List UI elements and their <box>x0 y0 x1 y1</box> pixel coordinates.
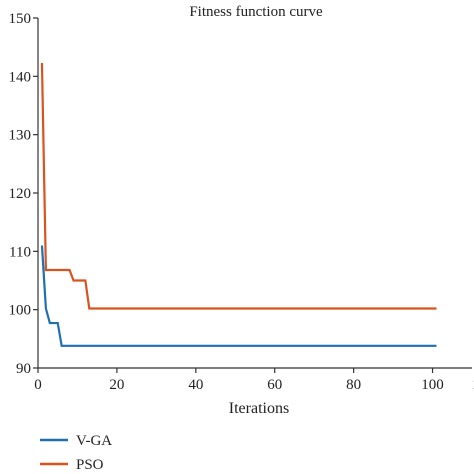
legend-label: V-GA <box>76 433 112 449</box>
legend-label: PSO <box>76 457 104 473</box>
x-tick-label: 0 <box>34 377 42 393</box>
legend: V-GA PSO <box>40 433 112 473</box>
y-tick-label: 120 <box>9 186 32 202</box>
x-tick-label: 20 <box>109 377 124 393</box>
series-line-v-ga <box>40 245 437 347</box>
y-tick-label: 150 <box>9 11 32 27</box>
x-tick-label: 60 <box>267 377 282 393</box>
y-tick-label: 100 <box>9 303 32 319</box>
plot-area: 90 100 110 120 130 140 150 0 20 40 60 80 100 1 <box>9 11 474 393</box>
series-line-pso <box>40 62 437 310</box>
chart-title: Fitness function curve <box>189 4 323 20</box>
y-tick-label: 140 <box>9 69 32 85</box>
x-axis-label: Iterations <box>229 400 289 417</box>
x-tick-label: 80 <box>346 377 361 393</box>
x-tick-group: 0 20 40 60 80 100 1 <box>34 368 474 393</box>
y-tick-label: 130 <box>9 128 32 144</box>
x-tick-label-clipped: 1 <box>472 377 474 393</box>
x-tick-label: 100 <box>421 377 444 393</box>
series-group <box>40 62 437 347</box>
x-tick-label: 40 <box>188 377 203 393</box>
y-tick-group: 90 100 110 120 130 140 150 <box>9 11 38 377</box>
y-tick-label: 110 <box>9 244 31 260</box>
y-tick-label: 90 <box>16 361 31 377</box>
